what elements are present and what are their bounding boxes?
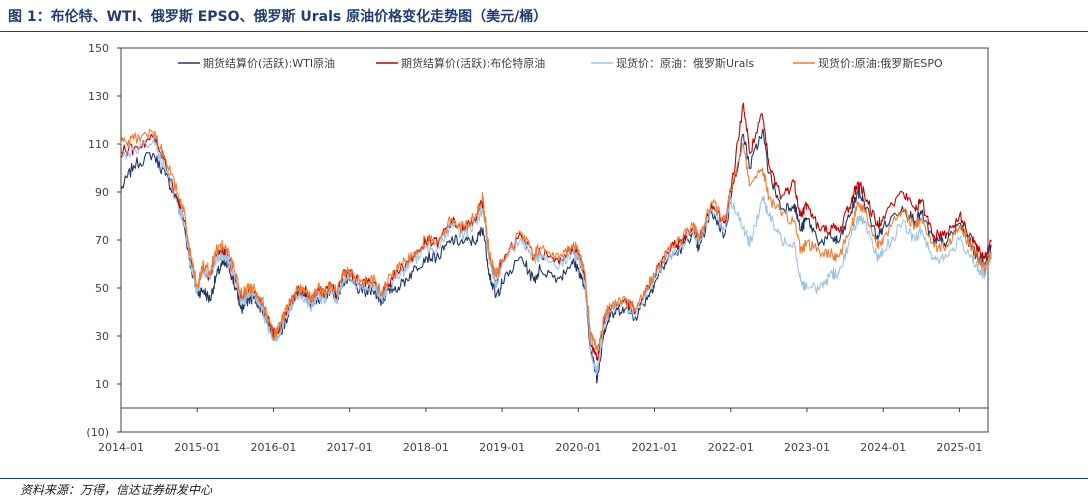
y-tick-label: (10) bbox=[86, 426, 109, 439]
x-tick-label: 2016-01 bbox=[250, 441, 296, 454]
legend: 期货结算价(活跃):WTI原油 期货结算价(活跃):布伦特原油 现货价：原油：俄罗斯… bbox=[178, 56, 943, 70]
x-axis: 2014-01 2015-01 2016-01 2017-01 2018-01 2019-… bbox=[98, 408, 982, 454]
x-tick-label: 2017-01 bbox=[327, 441, 373, 454]
y-axis: 150 130 110 90 70 50 30 10 (10) bbox=[86, 42, 121, 439]
legend-label: 现货价:原油:俄罗斯ESPO bbox=[818, 56, 943, 70]
x-tick-label: 2024-01 bbox=[860, 441, 906, 454]
legend-label: 现货价：原油：俄罗斯Urals bbox=[616, 56, 754, 70]
x-tick-label: 2025-01 bbox=[936, 441, 982, 454]
x-tick-label: 2023-01 bbox=[784, 441, 830, 454]
y-tick-label: 30 bbox=[95, 330, 109, 343]
y-tick-label: 50 bbox=[95, 282, 109, 295]
y-tick-label: 70 bbox=[95, 234, 109, 247]
plot-area-border bbox=[120, 47, 989, 433]
x-tick-label: 2021-01 bbox=[632, 441, 678, 454]
y-tick-label: 130 bbox=[88, 90, 109, 103]
source-note: 资料来源：万得，信达证券研发中心 bbox=[20, 483, 213, 497]
y-tick-label: 110 bbox=[88, 138, 109, 151]
figure-title: 图 1：布伦特、WTI、俄罗斯 EPSO、俄罗斯 Urals 原油价格变化走势图… bbox=[8, 9, 548, 25]
series-line-1 bbox=[120, 102, 992, 361]
legend-label: 期货结算价(活跃):WTI原油 bbox=[203, 56, 335, 70]
y-tick-label: 90 bbox=[95, 186, 109, 199]
series-line-0 bbox=[120, 128, 992, 384]
series-line-3 bbox=[120, 128, 992, 351]
series-line-2 bbox=[120, 138, 992, 376]
x-tick-label: 2019-01 bbox=[479, 441, 525, 454]
x-tick-label: 2018-01 bbox=[403, 441, 449, 454]
y-tick-label: 150 bbox=[88, 42, 109, 55]
x-tick-label: 2015-01 bbox=[174, 441, 220, 454]
source-divider bbox=[0, 478, 1088, 479]
x-tick-label: 2014-01 bbox=[98, 441, 144, 454]
x-tick-label: 2022-01 bbox=[708, 441, 754, 454]
x-tick-label: 2020-01 bbox=[555, 441, 601, 454]
legend-label: 期货结算价(活跃):布伦特原油 bbox=[401, 56, 545, 70]
y-tick-label: 10 bbox=[95, 378, 109, 391]
title-divider bbox=[0, 31, 1088, 32]
series-lines bbox=[120, 102, 992, 384]
